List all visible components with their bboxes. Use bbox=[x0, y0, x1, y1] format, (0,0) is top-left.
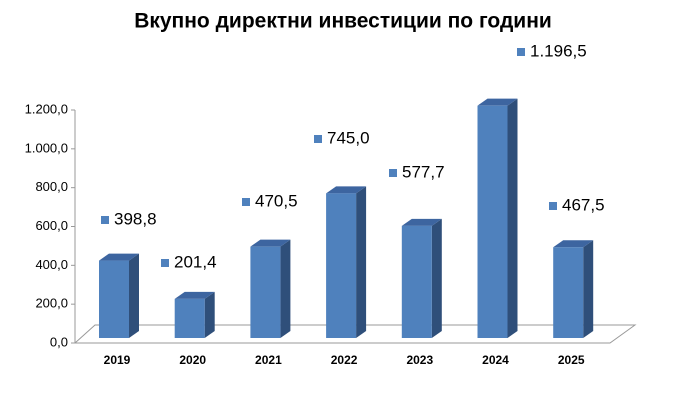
value-label: 577,7 bbox=[402, 162, 445, 181]
bar bbox=[553, 247, 584, 338]
bar bbox=[99, 260, 129, 338]
bar-side bbox=[431, 218, 442, 338]
label-marker bbox=[549, 202, 557, 210]
bar bbox=[174, 298, 205, 338]
x-tick-label: 2023 bbox=[406, 353, 433, 367]
y-tick-label: 1.000,0 bbox=[25, 140, 68, 155]
x-tick-label: 2025 bbox=[558, 353, 585, 367]
bar-side bbox=[507, 98, 518, 338]
bar-side bbox=[280, 239, 291, 338]
bar-side bbox=[356, 186, 367, 338]
label-marker bbox=[242, 198, 250, 206]
y-tick-label: 800,0 bbox=[35, 179, 68, 194]
bar bbox=[326, 193, 357, 338]
bar-top bbox=[250, 239, 291, 247]
x-tick-label: 2021 bbox=[255, 353, 282, 367]
y-tick-label: 0,0 bbox=[50, 334, 68, 349]
label-marker bbox=[314, 135, 322, 143]
bar bbox=[401, 225, 432, 338]
y-tick-label: 200,0 bbox=[35, 296, 68, 311]
bar-top bbox=[174, 291, 215, 299]
value-label: 398,8 bbox=[114, 209, 157, 228]
y-tick-label: 600,0 bbox=[35, 218, 68, 233]
label-marker bbox=[517, 48, 525, 56]
bar-top bbox=[326, 186, 367, 194]
bar bbox=[250, 246, 281, 338]
label-marker bbox=[161, 259, 169, 267]
bar-top bbox=[477, 98, 518, 106]
floor bbox=[73, 324, 637, 344]
bar-side bbox=[129, 253, 139, 338]
label-marker bbox=[389, 169, 397, 177]
x-tick-label: 2022 bbox=[331, 353, 358, 367]
value-label: 467,5 bbox=[562, 195, 605, 214]
x-tick-label: 2019 bbox=[104, 353, 131, 367]
y-tick-label: 1.200,0 bbox=[25, 101, 68, 116]
x-tick-label: 2020 bbox=[179, 353, 206, 367]
bar-side bbox=[583, 240, 594, 338]
value-label: 470,5 bbox=[255, 191, 298, 210]
bar-top bbox=[99, 253, 139, 261]
bar-top bbox=[401, 218, 442, 226]
y-tick-label: 400,0 bbox=[35, 257, 68, 272]
value-label: 201,4 bbox=[174, 252, 217, 271]
bar bbox=[477, 105, 508, 338]
bar-side bbox=[204, 291, 215, 338]
chart-title: Вкупно директни инвестиции по години bbox=[134, 10, 552, 33]
label-marker bbox=[101, 216, 109, 224]
bar-top bbox=[553, 240, 594, 248]
value-label: 745,0 bbox=[327, 128, 370, 147]
value-label: 1.196,5 bbox=[530, 41, 587, 60]
x-tick-label: 2024 bbox=[482, 353, 509, 367]
